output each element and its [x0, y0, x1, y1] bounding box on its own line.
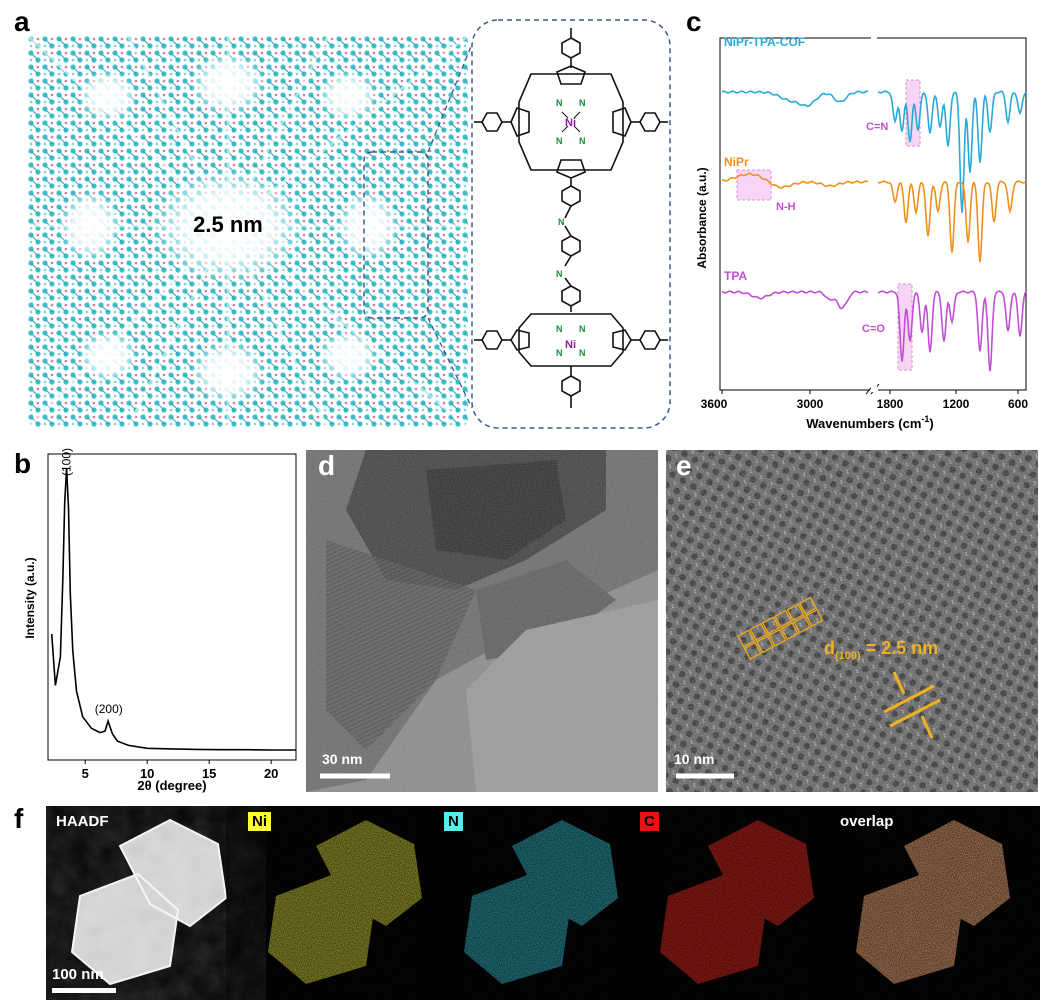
- panel-label-a: a: [14, 6, 30, 37]
- hrtem-image: d(100) = 2.5 nm 10 nm: [666, 450, 1038, 792]
- eds-map-ni: [246, 806, 442, 1000]
- eds-map-n: [442, 806, 638, 1000]
- eds-map-label: Ni: [248, 812, 271, 831]
- scalebar-label-d: 30 nm: [322, 751, 362, 767]
- ftir-tick-600: 600: [1008, 397, 1028, 411]
- pore-size-label: 2.5 nm: [193, 212, 263, 237]
- eds-map-overlap: [834, 806, 1030, 1000]
- xrd-tick-label: 20: [264, 766, 278, 781]
- eds-map-label: HAADF: [56, 813, 109, 830]
- ftir-ylabel: Absorbance (a.u.): [695, 167, 709, 268]
- eds-map-label: N: [444, 812, 463, 831]
- eds-map-c: [638, 806, 834, 1000]
- scalebar-label-f: 100 nm: [52, 966, 104, 983]
- svg-text:N: N: [579, 136, 586, 146]
- svg-text:N: N: [579, 324, 586, 334]
- svg-text:N: N: [579, 348, 586, 358]
- ftir-series-line: [721, 290, 1027, 372]
- molecular-structure: N N N N Ni N N: [472, 20, 670, 428]
- series-label-tpa: TPA: [724, 269, 747, 283]
- svg-text:Ni: Ni: [565, 339, 576, 351]
- xrd-tick-label: 10: [140, 766, 154, 781]
- svg-text:N: N: [556, 269, 563, 279]
- svg-text:N: N: [556, 348, 563, 358]
- xrd-tick-label: 5: [82, 766, 89, 781]
- ftir-tick-1200: 1200: [943, 397, 970, 411]
- ftir-chart: Absorbance (a.u.) NiPr-TPA-COF NiPr TPA …: [690, 28, 1040, 438]
- annotation-cn: C=N: [866, 121, 888, 133]
- zoom-callout: [363, 19, 671, 429]
- d-spacing-marker: [883, 671, 941, 739]
- panel-label-b: b: [14, 448, 32, 479]
- svg-text:N: N: [579, 98, 586, 108]
- svg-text:N: N: [558, 217, 565, 227]
- svg-text:Ni: Ni: [565, 117, 576, 129]
- svg-text:N: N: [556, 324, 563, 334]
- xrd-ylabel: Intensity (a.u.): [23, 557, 37, 638]
- xrd-xlabel: 2θ (degree): [137, 778, 206, 793]
- tem-image-low-mag: 30 nm: [306, 450, 658, 792]
- ftir-tick-1800: 1800: [877, 397, 904, 411]
- annotation-co: C=O: [862, 323, 885, 335]
- annotation-nh: N-H: [776, 201, 796, 213]
- svg-text:N: N: [556, 98, 563, 108]
- eds-map-haadf: [50, 806, 246, 1000]
- xrd-pattern-line: [50, 467, 296, 751]
- eds-map-label: overlap: [840, 813, 894, 830]
- ftir-xlabel: Wavenumbers (cm-1): [806, 414, 933, 431]
- panel-label-d: d: [318, 450, 336, 481]
- cof-framework-structure: 2.5 nm: [26, 34, 469, 430]
- eds-map-label: C: [640, 812, 659, 831]
- xrd-tick-label: 15: [202, 766, 216, 781]
- d-spacing-label: d(100) = 2.5 nm: [824, 638, 938, 662]
- scalebar-f: [52, 988, 116, 993]
- xrd-chart: Intensity (a.u.) 5 10 15 20 (100) (200) 2θ …: [14, 448, 304, 798]
- ftir-series-line: [722, 172, 1027, 263]
- ftir-tick-3600: 3600: [701, 397, 728, 411]
- peak-label-100: (100): [60, 448, 74, 476]
- ftir-series-line: [721, 90, 1027, 213]
- ftir-tick-3000: 3000: [797, 397, 824, 411]
- peak-label-200: (200): [95, 702, 123, 716]
- panel-label-c: c: [686, 6, 702, 37]
- scalebar-label-e: 10 nm: [674, 751, 714, 767]
- panel-label-e: e: [676, 450, 692, 481]
- series-label-cof: NiPr-TPA-COF: [724, 35, 805, 49]
- svg-text:N: N: [556, 136, 563, 146]
- panel-label-f: f: [14, 803, 24, 834]
- series-label-nipr: NiPr: [724, 155, 749, 169]
